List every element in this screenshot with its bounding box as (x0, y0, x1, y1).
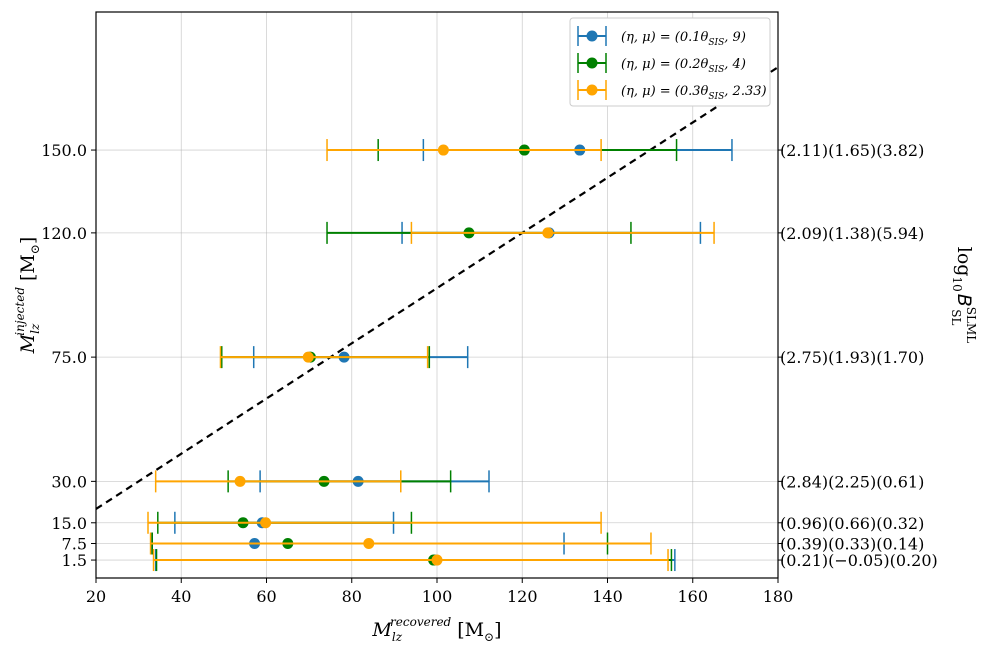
legend-label: (η, μ) = (0.2θSIS, 4) (621, 57, 746, 75)
y-tick-label: 120.0 (41, 224, 87, 243)
y-tick-label: 75.0 (51, 348, 87, 367)
data-point (542, 227, 554, 239)
y-tick-label: 15.0 (51, 514, 87, 533)
x-tick-label: 40 (171, 587, 191, 606)
right-tick-label: (0.96)(0.66)(0.32) (780, 514, 924, 533)
y-axis-label: Mlzinjected[M⊙] (13, 237, 42, 355)
diagonal-line (95, 66, 779, 510)
legend-box (569, 17, 771, 107)
data-point (260, 517, 272, 529)
x-tick-label: 20 (86, 587, 106, 606)
legend: (η, μ) = (0.1θSIS, 9) (η, μ) = (0.2θSIS, … (569, 17, 771, 107)
x-tick-label: 160 (677, 587, 708, 606)
x-tick-label: 80 (342, 587, 362, 606)
legend-label: (η, μ) = (0.1θSIS, 9) (621, 30, 746, 48)
y-tick-label: 150.0 (41, 141, 87, 160)
series-2 (151, 139, 678, 572)
legend-marker-dot (586, 30, 598, 42)
data-point (302, 351, 314, 363)
x-tick-label: 120 (507, 587, 538, 606)
right-axis-title: log10BSLMLSL (949, 247, 978, 343)
y-tick-label: 7.5 (62, 534, 87, 553)
legend-marker-dot (586, 84, 598, 96)
legend-label: (η, μ) = (0.3θSIS, 2.33) (621, 84, 767, 102)
right-tick-label: (2.84)(2.25)(0.61) (780, 472, 924, 491)
diagonal-reference (95, 66, 779, 510)
series-1 (150, 139, 733, 572)
right-tick-label: (2.09)(1.38)(5.94) (780, 224, 924, 243)
right-tick-label: (2.75)(1.93)(1.70) (780, 348, 924, 367)
right-tick-label: (0.39)(0.33)(0.14) (780, 534, 924, 553)
x-axis-label: Mlzrecovered [M⊙] (371, 615, 501, 644)
y-tick-label: 1.5 (62, 551, 87, 570)
y-tick-label: 30.0 (51, 472, 87, 491)
legend-marker-dot (586, 57, 598, 69)
series (147, 139, 733, 572)
data-point (437, 144, 449, 156)
x-tick-label: 100 (422, 587, 453, 606)
x-tick-label: 180 (763, 587, 794, 606)
right-axis-labels: (2.11)(1.65)(3.82) (2.09)(1.38)(5.94) (2.7… (778, 141, 938, 570)
axis-ticks: 20 40 60 80 100 120 140 160 180 1.57.515.0 30.0 75.… (41, 141, 793, 606)
data-point (363, 537, 375, 549)
right-tick-label: (0.21)(−0.05)(0.20) (780, 551, 938, 570)
right-tick-label: (2.11)(1.65)(3.82) (780, 141, 924, 160)
data-point (234, 475, 246, 487)
x-tick-label: 60 (256, 587, 276, 606)
series-3 (147, 139, 715, 572)
data-point (431, 554, 443, 566)
x-tick-label: 140 (592, 587, 623, 606)
